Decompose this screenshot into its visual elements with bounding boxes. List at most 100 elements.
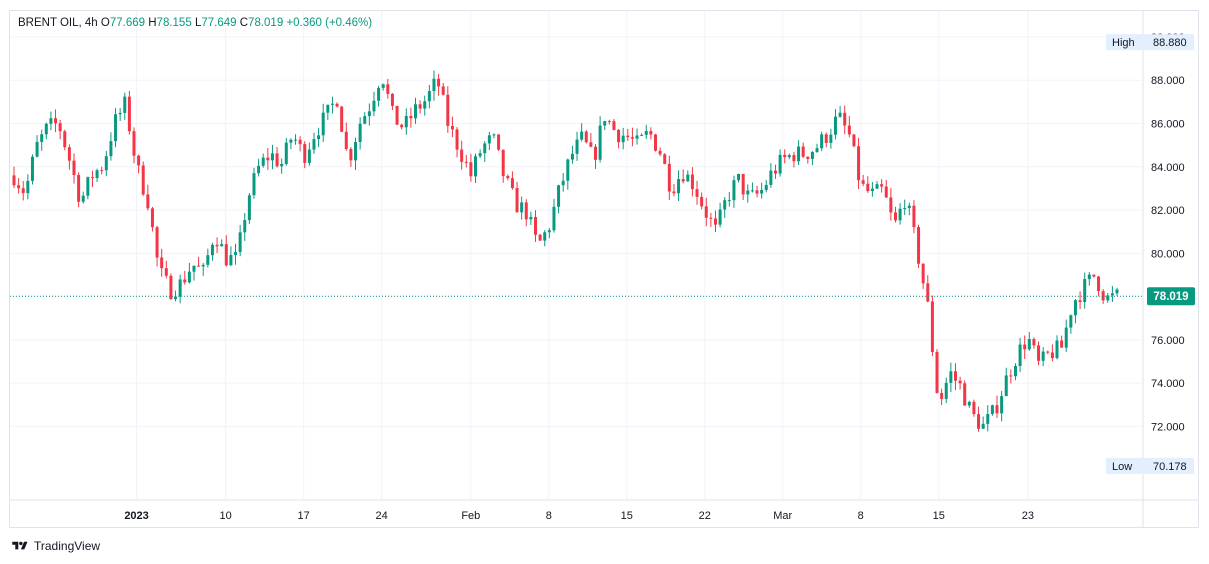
candle-body [986,414,990,424]
candle-body [649,131,653,135]
candle-body [127,96,131,132]
candle-body [824,134,828,143]
candle [806,156,810,164]
candle-body [898,208,902,221]
candle [607,119,611,125]
time-tick-label: 10 [220,510,232,522]
candle [829,128,833,149]
candle [635,128,639,145]
candle-body [44,123,48,135]
candle [409,107,413,128]
price-tick-label: 76.000 [1151,335,1185,347]
candle-body [1060,340,1064,348]
candle [220,239,224,247]
candle [797,140,801,166]
candle-body [1055,340,1059,359]
candle-body [750,190,754,192]
candle-body [17,185,21,189]
candle-body [192,265,196,272]
symbol-legend: BRENT OIL, 4h O77.669 H78.155 L77.649 C7… [18,17,372,29]
candle [312,132,316,154]
candle-body [557,185,561,207]
candle [294,134,298,145]
candle [880,179,884,193]
brand[interactable]: TradingView [10,539,100,553]
candle [870,181,874,197]
candle [1009,369,1013,384]
candle-body [1023,344,1027,350]
candle [972,399,976,417]
candle [1097,275,1101,297]
candle-body [843,112,847,126]
candle [423,95,427,116]
candle-body [515,188,519,213]
candle [695,180,699,205]
candle-body [760,189,764,194]
candle [100,166,104,175]
candle-body [67,147,71,161]
price-markers: 78.019 High 88.880 Low 70.178 [10,34,1195,474]
candle-body [617,129,621,143]
candle-body [437,78,441,87]
candle-body [1087,274,1091,280]
candle-body [464,161,468,163]
candle [460,140,464,170]
candle [377,85,381,107]
candle-body [118,112,122,115]
candle [404,108,408,135]
candle [234,243,238,265]
candle-body [317,135,321,140]
candle [169,273,173,300]
candle [764,180,768,193]
candle-body [178,279,182,297]
candle [1027,332,1031,351]
candle [95,168,99,182]
candle [940,388,944,406]
candle [649,127,653,140]
candle-body [917,227,921,264]
candle-body [861,180,865,184]
candle [677,170,681,201]
candle-body [381,84,385,88]
candle [418,100,422,114]
candle [921,263,925,289]
candle-body [367,111,371,117]
price-axis[interactable]: 72.00074.00076.00078.00080.00082.00084.0… [1151,32,1185,433]
candle-body [86,177,90,196]
time-axis[interactable]: 2023 10 17 24 Feb 8 15 22 Mar 8 15 23 [124,510,1034,522]
candle [903,199,907,216]
candle-body [423,101,427,109]
candle [603,120,607,131]
candle [815,143,819,153]
candle [543,230,547,247]
candle-body [164,268,168,276]
candle-body [284,142,288,164]
candle-body [372,100,376,112]
candle [681,169,685,184]
candle [534,210,538,242]
candle-body [492,134,496,136]
candle-body [460,149,464,162]
candle-body [1041,351,1045,361]
candle-body [547,230,551,233]
candle-body [658,150,662,155]
candle-body [252,173,256,196]
candle [266,148,270,170]
candle-body [732,180,736,201]
candle [487,131,491,151]
candle-body [704,206,708,218]
candle-body [1069,315,1073,328]
high-marker-label: High [1112,37,1135,49]
candle-body [363,116,367,124]
candle-body [247,195,251,221]
candle [261,153,265,168]
candle-body [26,180,30,194]
candle-body [621,135,625,143]
candle-body [30,156,34,181]
candle-body [450,125,454,130]
grid-lines [10,11,1198,527]
candle [340,105,344,132]
candle-body [529,216,533,220]
candle [644,124,648,140]
